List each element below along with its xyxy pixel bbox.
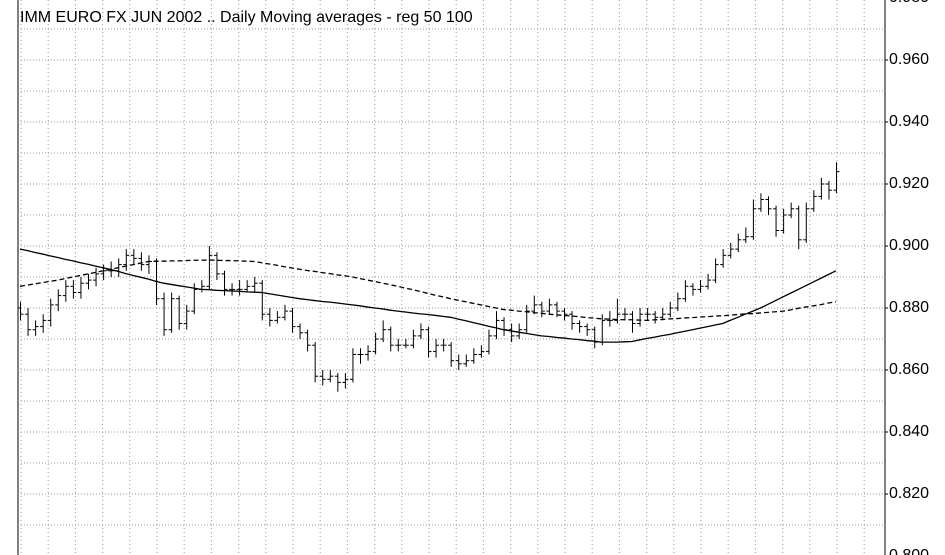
y-tick-label: 0.960	[889, 51, 929, 68]
y-tick-label: 0.880	[889, 299, 929, 316]
y-tick-label: 0.980	[889, 0, 929, 6]
y-tick-label: 0.840	[889, 423, 929, 440]
y-tick-label: 0.860	[889, 361, 929, 378]
y-tick-label: 0.820	[889, 485, 929, 502]
y-tick-label: 0.800	[889, 547, 929, 555]
y-tick-label: 0.900	[889, 237, 929, 254]
moving-average-line	[19, 248, 837, 343]
vertical-grid	[20, 0, 865, 555]
y-tick-label: 0.920	[889, 175, 929, 192]
moving-average-line	[19, 259, 837, 322]
chart-title: IMM EURO FX JUN 2002 .. Daily Moving ave…	[20, 9, 473, 26]
y-tick-label: 0.940	[889, 113, 929, 130]
